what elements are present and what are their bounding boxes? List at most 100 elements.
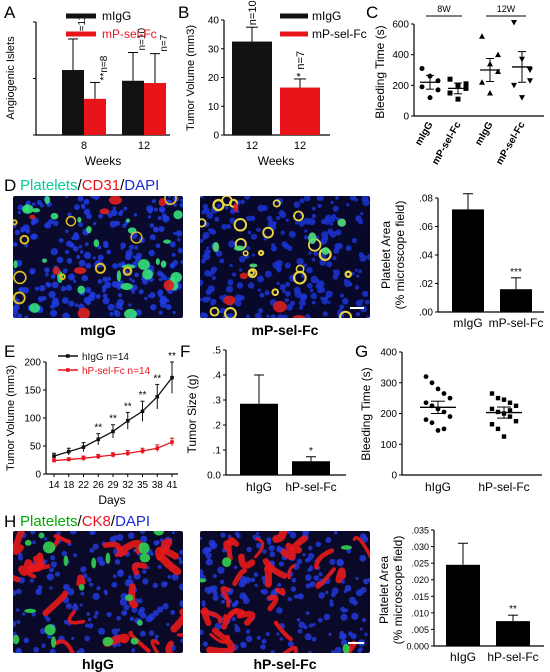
d-ylabel: (% microscope field) (393, 201, 407, 310)
dapi-nucleus (49, 586, 53, 590)
g-ytick-label: 400 (380, 348, 397, 359)
stain-h-platelets: Platelets (20, 513, 78, 530)
h-sig: ** (509, 604, 517, 615)
dapi-nucleus (83, 208, 91, 216)
dapi-nucleus (354, 268, 358, 272)
h-bar (496, 621, 530, 646)
dapi-nucleus (319, 287, 326, 293)
dapi-nucleus (214, 216, 220, 222)
platelet-signal (13, 260, 18, 269)
dapi-nucleus (293, 201, 301, 208)
dapi-nucleus (117, 286, 121, 290)
cd31-signal (233, 202, 239, 213)
c-point (435, 87, 441, 93)
dapi-nucleus (50, 555, 56, 561)
stain-d-platelets: Platelets (20, 177, 78, 194)
dapi-nucleus (129, 277, 133, 281)
b-ytick-label: 40 (208, 16, 220, 27)
e-point (96, 454, 101, 459)
dapi-nucleus (171, 573, 179, 581)
e-xtick-label: 41 (166, 480, 178, 491)
dapi-nucleus (17, 204, 24, 211)
dapi-nucleus (364, 632, 368, 637)
c-ytick-label: 400 (392, 50, 409, 61)
stain-h-ck8: CK8 (81, 513, 111, 530)
dapi-nucleus (84, 635, 90, 642)
d-bar (500, 289, 532, 312)
c-ytick-label: 0 (403, 112, 409, 123)
g-point (435, 386, 441, 392)
dapi-nucleus (249, 215, 256, 222)
dapi-nucleus (211, 229, 217, 235)
e-point (52, 458, 56, 463)
cd31-vessel (13, 270, 27, 285)
platelet-signal (130, 637, 139, 645)
f-ytick-label: .1 (213, 446, 222, 457)
g-point (507, 408, 513, 413)
cd31-vessel (271, 288, 280, 297)
dapi-nucleus (32, 540, 36, 545)
dapi-nucleus (16, 619, 21, 624)
c-point (447, 76, 453, 82)
dapi-nucleus (31, 612, 36, 617)
h-bar (446, 564, 480, 646)
a-legend-label: mIgG (102, 9, 131, 23)
e-ytick-label: 100 (24, 414, 41, 425)
dapi-nucleus (117, 262, 123, 268)
a-bar-mpsel (144, 83, 166, 135)
ck8-signal (67, 610, 86, 625)
dapi-nucleus (129, 616, 135, 622)
dapi-nucleus (209, 542, 218, 550)
dapi-nucleus (221, 599, 226, 604)
dapi-nucleus (339, 293, 344, 298)
platelet-signal (105, 552, 111, 564)
dapi-nucleus (266, 537, 272, 543)
platelet-signal (91, 557, 97, 569)
dapi-nucleus (61, 296, 69, 304)
dapi-nucleus (312, 622, 316, 627)
dapi-nucleus (278, 561, 285, 567)
d-ytick-label: .04 (419, 251, 433, 262)
g-point (507, 414, 513, 419)
dapi-nucleus (84, 242, 89, 247)
g-ytick-label: 200 (380, 409, 397, 420)
dapi-nucleus (76, 254, 81, 260)
dapi-nucleus (131, 290, 135, 294)
d-xtick-label: mP-sel-Fc (489, 316, 544, 330)
dapi-nucleus (147, 215, 152, 219)
dapi-nucleus (112, 263, 118, 269)
ck8-signal (42, 590, 69, 617)
ck8-signal (220, 586, 231, 599)
cd31-signal (29, 214, 36, 220)
f-xtick-label: hP-sel-Fc (285, 480, 336, 494)
dapi-nucleus (265, 632, 270, 636)
ck8-signal (209, 632, 230, 644)
ck8-signal (254, 537, 265, 559)
e-point (52, 454, 56, 458)
platelet-signal (124, 308, 137, 318)
panel-label-a: A (4, 3, 16, 22)
dapi-nucleus (147, 294, 151, 298)
dapi-nucleus (310, 292, 318, 300)
e-sig: ** (94, 423, 102, 434)
d-ytick-label: .08 (419, 194, 433, 205)
ck8-signal (272, 531, 287, 544)
dapi-nucleus (144, 296, 148, 301)
g-point (513, 403, 519, 409)
ck8-signal (267, 594, 279, 612)
cd31-vessel (212, 198, 225, 212)
c-ytick-label: 600 (392, 20, 409, 31)
c-point (463, 81, 469, 87)
dapi-nucleus (261, 204, 268, 212)
dapi-nucleus (256, 227, 261, 233)
dapi-nucleus (122, 223, 127, 228)
dapi-nucleus (179, 600, 183, 607)
dapi-nucleus (206, 246, 210, 250)
dapi-nucleus (298, 299, 306, 307)
e-point (111, 453, 115, 457)
dapi-nucleus (284, 298, 290, 303)
platelet-signal (155, 258, 160, 265)
dapi-nucleus (361, 617, 367, 623)
stain-d-sep2: / (120, 177, 125, 194)
c-point (419, 84, 425, 90)
